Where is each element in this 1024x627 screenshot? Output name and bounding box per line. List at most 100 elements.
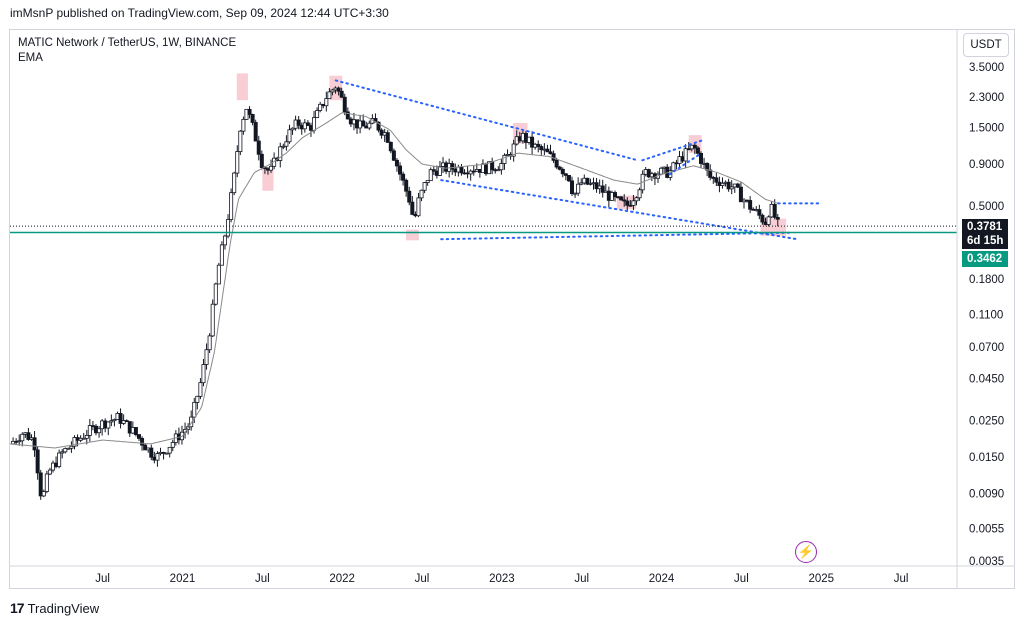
candle-125 (394, 158, 399, 172)
candle-246 (766, 215, 771, 227)
candle-11 (44, 470, 49, 494)
candle-40 (133, 427, 138, 437)
candle-79 (253, 119, 258, 142)
candle-81 (259, 150, 264, 170)
candle-18 (66, 447, 71, 450)
candle-123 (388, 141, 393, 154)
ema-indicator-label[interactable]: EMA (18, 52, 43, 64)
candle-185 (579, 178, 584, 186)
time-axis: Jul 2021 Jul 2022 Jul 2023 Jul 2024 Jul 2025 Jul (95, 573, 908, 585)
candle-184 (576, 177, 581, 197)
candle-70 (226, 214, 231, 239)
candle-130 (410, 195, 415, 216)
chart-frame[interactable] (9, 29, 1015, 589)
candle-32 (109, 414, 114, 427)
candle-7 (32, 431, 37, 457)
candle-134 (422, 182, 427, 194)
price-tick-label: 0.1100 (969, 309, 1003, 321)
candle-69 (222, 234, 227, 250)
candle-240 (748, 196, 753, 214)
candle-36 (121, 414, 126, 426)
candle-3 (20, 432, 25, 447)
candle-136 (428, 167, 433, 182)
ema-line (9, 112, 778, 449)
trendline-2[interactable] (641, 139, 703, 162)
trendline-1[interactable] (440, 179, 799, 241)
candle-89 (284, 135, 289, 151)
time-tick-label: 2021 (170, 573, 196, 585)
candle-244 (760, 213, 765, 225)
candle-35 (118, 408, 123, 429)
candle-122 (385, 130, 390, 143)
candle-199 (622, 194, 627, 207)
candle-12 (47, 467, 52, 476)
trendline-5[interactable] (440, 231, 791, 241)
candle-236 (735, 182, 740, 189)
price-tick-label: 3.5000 (969, 62, 1004, 74)
candle-93 (296, 116, 301, 130)
candle-180 (563, 173, 568, 181)
price-tick-label: 0.0700 (969, 342, 1004, 354)
candle-198 (619, 195, 624, 201)
candle-71 (229, 188, 234, 223)
tradingview-footer[interactable]: 17 TradingView (10, 600, 99, 616)
time-tick-label: 2025 (808, 573, 834, 585)
candle-5 (26, 427, 31, 441)
time-tick-label: Jul (255, 573, 270, 585)
candle-60 (195, 395, 200, 410)
trendline-3[interactable] (668, 152, 703, 176)
highlight-box-0[interactable] (236, 73, 248, 101)
candle-96 (305, 120, 310, 127)
candle-108 (342, 93, 347, 116)
candle-249 (775, 213, 780, 227)
candle-139 (437, 160, 442, 177)
time-tick-label: Jul (415, 573, 430, 585)
candle-203 (634, 196, 639, 206)
candle-190 (594, 178, 599, 193)
candle-224 (698, 151, 703, 169)
price-tick-label: 0.0035 (969, 556, 1004, 568)
tradingview-logo-icon: 17 (10, 600, 25, 616)
candle-72 (232, 171, 237, 196)
candle-135 (425, 180, 430, 186)
candle-169 (530, 131, 535, 155)
highlight-box-3[interactable] (406, 229, 419, 241)
candle-124 (391, 148, 396, 162)
price-tick-label: 0.5000 (969, 201, 1004, 213)
candle-107 (339, 87, 344, 98)
candle-132 (416, 192, 421, 218)
candle-23 (81, 432, 86, 440)
currency-button[interactable]: USDT (963, 33, 1009, 57)
price-tick-label: 0.9000 (969, 159, 1004, 171)
candle-223 (695, 145, 700, 155)
candle-15 (57, 449, 62, 469)
trendline-0[interactable] (334, 79, 639, 162)
highlight-box-1[interactable] (262, 168, 274, 191)
symbol-title[interactable]: MATIC Network / TetherUS, 1W, BINANCE (18, 37, 237, 49)
candle-106 (336, 86, 341, 96)
candle-163 (511, 139, 516, 162)
lightning-icon[interactable]: ⚡ (795, 541, 817, 563)
candle-127 (401, 171, 406, 186)
tradingview-brand: TradingView (27, 600, 100, 616)
candle-47 (155, 451, 160, 467)
candle-45 (149, 444, 154, 461)
candle-158 (496, 166, 501, 172)
candle-160 (502, 153, 507, 170)
candle-43 (143, 443, 148, 451)
time-tick-label: Jul (95, 573, 110, 585)
candle-129 (407, 186, 412, 206)
candle-52 (170, 439, 175, 452)
price-tick-label: 2.3000 (969, 92, 1004, 104)
candle-33 (112, 418, 117, 427)
candle-75 (241, 116, 246, 135)
candle-50 (164, 452, 169, 455)
last-price-value: 0.3781 (967, 221, 1003, 233)
candle-103 (327, 88, 332, 100)
candle-80 (256, 135, 261, 161)
candle-73 (235, 145, 240, 178)
candle-28 (97, 425, 102, 438)
support-price-tag: 0.3462 (962, 251, 1008, 267)
candle-8 (35, 446, 40, 480)
